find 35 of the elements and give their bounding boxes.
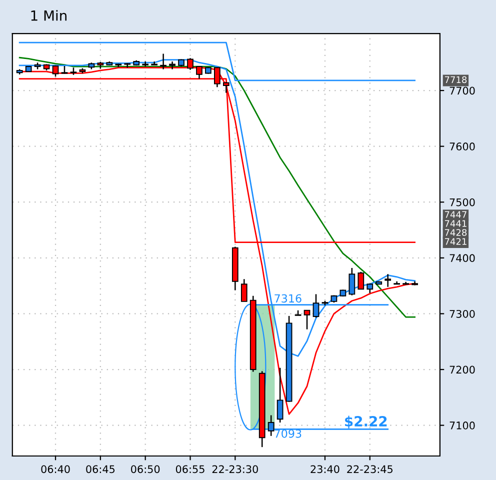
y-tick-label: 7700: [450, 86, 475, 95]
candlestick: [240, 278, 248, 302]
y-tick-label: 7600: [450, 142, 475, 150]
x-tick-label: 06:50: [131, 465, 160, 474]
y-tick-label: 7100: [450, 422, 475, 430]
x-tick-label: 06:45: [86, 465, 115, 474]
x-tick-label: 22-23:45: [347, 465, 392, 474]
annotation: $2.22: [345, 416, 387, 428]
candlestick: [366, 282, 374, 294]
candlestick: [169, 60, 176, 70]
candlestick: [276, 367, 284, 424]
candlestick: [304, 310, 310, 330]
candlestick: [268, 414, 274, 437]
candlestick: [348, 267, 356, 296]
candlestick: [312, 294, 320, 318]
text: 7718: [444, 76, 467, 84]
x-tick-label: 06:55: [176, 465, 204, 474]
text: 7441: [444, 220, 466, 227]
text: 7428: [444, 229, 467, 236]
x-tick-label: 22-23:30: [212, 465, 258, 474]
candlestick: [222, 82, 230, 94]
candlestick: [384, 273, 392, 288]
x-tick-label: 06:40: [41, 465, 70, 474]
chart-title: 1 Min: [31, 10, 66, 21]
y-tick-label: 7400: [450, 254, 475, 262]
text: 7447: [444, 211, 466, 218]
candlestick: [358, 271, 364, 290]
y-tick-label: 7500: [450, 198, 475, 206]
annotation: 7093: [274, 429, 302, 438]
annotation: 7316: [274, 294, 302, 303]
text: 7421: [444, 238, 466, 245]
candlestick: [160, 53, 166, 70]
x-tick-label: 23:40: [310, 465, 340, 474]
y-tick-label: 7300: [450, 310, 475, 318]
y-tick-label: 7200: [450, 366, 475, 374]
